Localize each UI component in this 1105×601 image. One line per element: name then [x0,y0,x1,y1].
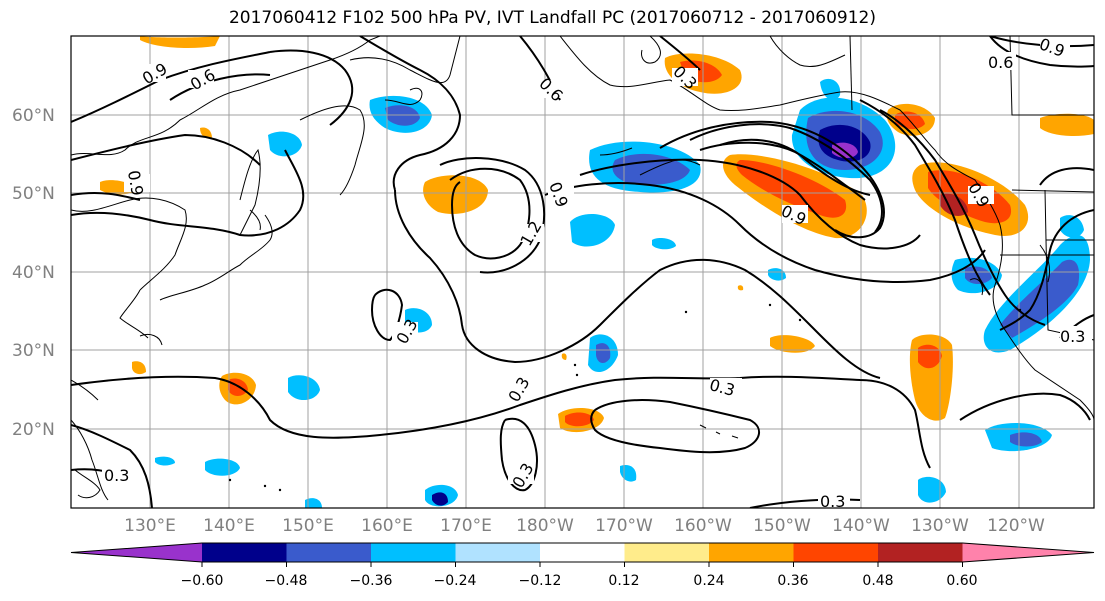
colorbar-segment [878,543,963,562]
lat-label: 40°N [12,263,55,283]
lon-label: 130°W [911,516,969,536]
colorbar-segment [202,543,287,562]
colorbar-extend-max [962,543,1094,562]
lon-label: 170°W [595,516,653,536]
lon-labels: 130°E 140°E 150°E 160°E 170°E 180°W 170°… [124,516,1045,536]
colorbar-tick-label: −0.12 [519,573,562,589]
lon-label: 160°E [361,516,413,536]
colorbar-tick-label: 0.12 [608,573,639,589]
lon-label: 120°W [987,516,1045,536]
contour-label: 0.3 [104,466,129,485]
lon-label: 150°W [753,516,811,536]
lon-label: 130°E [124,516,176,536]
colorbar-segment [455,543,541,562]
lon-label: 170°E [440,516,492,536]
colorbar-tick-label: 0.36 [777,573,808,589]
colorbar-tick-label: 0.60 [946,573,977,589]
colorbar-tick-label: −0.60 [181,573,224,589]
contour-label: 0.3 [1060,327,1085,346]
lat-label: 30°N [12,341,55,361]
colorbar-tick-label: −0.24 [434,573,477,589]
lat-label: 20°N [12,420,55,440]
lon-label: 160°W [674,516,732,536]
colorbar-segment [709,543,794,562]
contour-label: 0.9 [124,169,147,197]
colorbar-tick-label: −0.48 [265,573,308,589]
colorbar-segment [371,543,456,562]
lat-labels: 60°N 50°N 40°N 30°N 20°N [12,106,55,440]
colorbar-ticks: −0.60 −0.48 −0.36 −0.24 −0.12 0.12 0.24 … [181,573,978,589]
lat-label: 50°N [12,184,55,204]
colorbar [70,542,1095,567]
colorbar-tick-label: 0.24 [693,573,724,589]
colorbar-segment [540,543,625,562]
lon-label: 140°W [832,516,890,536]
lon-label: 140°E [203,516,255,536]
colorbar-extend-min [71,543,202,562]
colorbar-segment [793,543,879,562]
map-border [70,35,1095,509]
contour-label: 0.3 [820,492,845,511]
small-islands [228,303,1022,492]
lon-label: 150°E [282,516,334,536]
contour-label: 0.6 [988,53,1013,72]
map-title: 2017060412 F102 500 hPa PV, IVT Landfall… [228,8,876,28]
lat-label: 60°N [12,106,55,126]
colorbar-tick-label: −0.36 [350,573,393,589]
colorbar-segment [624,543,710,562]
colorbar-segment [286,543,372,562]
lon-label: 180°W [516,516,574,536]
colorbar-tick-label: 0.48 [862,573,893,589]
pv-contours [71,36,1094,508]
